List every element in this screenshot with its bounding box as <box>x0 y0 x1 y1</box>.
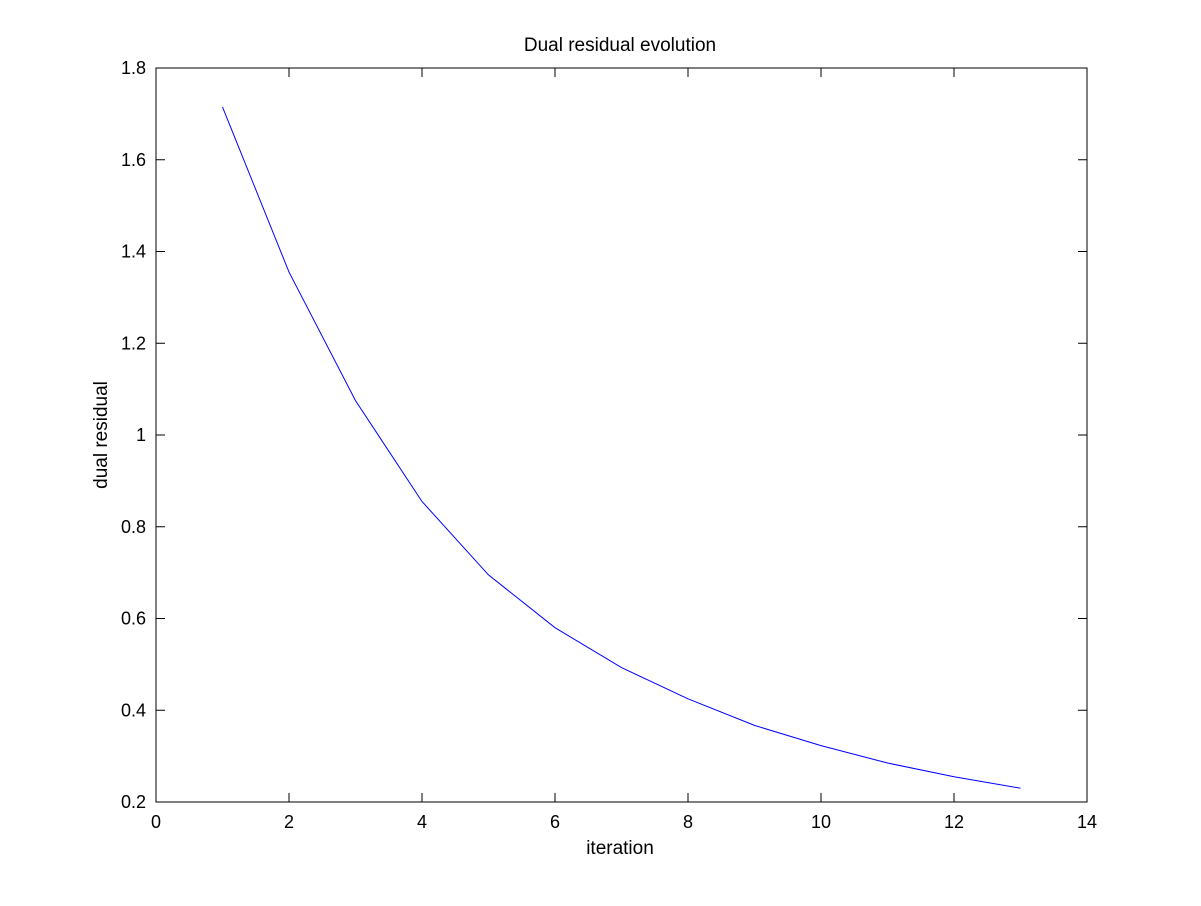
chart-title: Dual residual evolution <box>524 35 716 56</box>
series-line-0 <box>222 106 1021 789</box>
y-tick-label: 0.2 <box>121 792 146 812</box>
x-tick-label: 10 <box>811 812 831 832</box>
x-tick-label: 8 <box>683 812 693 832</box>
y-tick-label: 1.4 <box>121 242 146 262</box>
x-tick-label: 4 <box>417 812 427 832</box>
x-axis-label: iteration <box>586 838 654 859</box>
y-ticks: 0.2 0.4 0.6 0.8 1 1.2 1.4 1.6 1.8 <box>121 58 1087 812</box>
y-tick-label: 1.2 <box>121 333 146 353</box>
y-tick-label: 1.8 <box>121 58 146 78</box>
plot-frame <box>155 67 1088 803</box>
x-tick-label: 2 <box>284 812 294 832</box>
y-tick-label: 0.6 <box>121 609 146 629</box>
y-tick-label: 1 <box>136 425 146 445</box>
x-tick-label: 12 <box>944 812 964 832</box>
y-tick-label: 1.6 <box>121 150 146 170</box>
y-tick-label: 0.4 <box>121 700 146 720</box>
x-tick-label: 0 <box>151 812 161 832</box>
y-axis-label: dual residual <box>91 381 112 489</box>
x-tick-label: 6 <box>550 812 560 832</box>
series-layer <box>222 106 1021 789</box>
x-ticks: 0 2 4 6 8 10 12 14 <box>151 68 1097 832</box>
x-tick-label: 14 <box>1077 812 1097 832</box>
y-tick-label: 0.8 <box>121 517 146 537</box>
